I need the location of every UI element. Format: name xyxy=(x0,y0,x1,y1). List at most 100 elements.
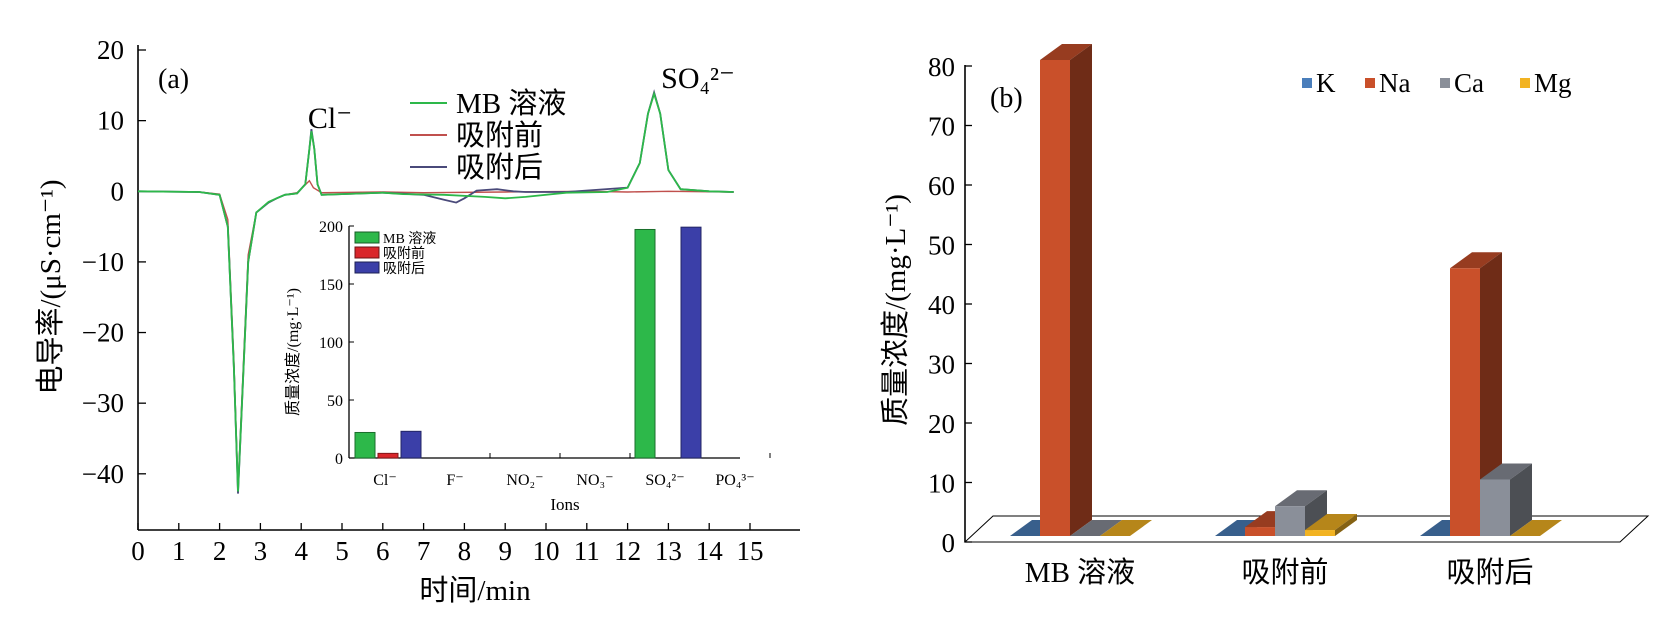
legend-label: Ca xyxy=(1454,68,1484,98)
panel-a-x-tick-label: 12 xyxy=(614,536,641,566)
bar-top-face xyxy=(1275,490,1327,507)
inset-x-ticks: Cl⁻ F⁻ NO₂⁻ NO₃⁻ SO₄²⁻ PO₄³⁻ xyxy=(373,453,771,489)
panel-a-y-tick-label: −10 xyxy=(82,247,124,277)
panel-a-x-tick-label: 11 xyxy=(574,536,600,566)
bar-top-face xyxy=(1450,252,1502,269)
bar-front-face xyxy=(1450,268,1480,536)
annotation-so4: SO₄²⁻ xyxy=(661,62,735,95)
bar-3d xyxy=(1070,520,1122,536)
bar-side-face xyxy=(1335,514,1357,536)
bar-top-face xyxy=(1480,463,1532,480)
legend-label: Mg xyxy=(1534,68,1572,98)
inset-x-tick-label: NO₂⁻ xyxy=(506,472,543,489)
bar-3d xyxy=(1305,514,1357,536)
panel-b-y-tick-label: 20 xyxy=(928,409,955,439)
panel-a-x-ticks: 0 1 2 3 4 5 6 7 8 9 10 11 12 13 14 15 xyxy=(131,523,764,566)
legend-label: 吸附前 xyxy=(456,119,543,152)
panel-a-x-tick-label: 10 xyxy=(533,536,560,566)
inset-legend-label: 吸附前 xyxy=(383,245,425,262)
bar-top-face xyxy=(1070,520,1122,536)
inset-bars xyxy=(354,226,702,459)
panel-b-label: (b) xyxy=(990,83,1023,114)
panel-b-category-label: 吸附后 xyxy=(1446,556,1533,589)
legend-label: MB 溶液 xyxy=(456,87,566,120)
bar-top-face xyxy=(1510,520,1562,536)
inset-legend-swatch xyxy=(354,231,380,244)
inset-y-tick-label: 150 xyxy=(319,277,343,294)
bar-top-face xyxy=(1305,514,1357,531)
panel-a-x-tick-label: 5 xyxy=(335,536,349,566)
bar-3d xyxy=(1275,490,1327,536)
legend-swatch xyxy=(1365,78,1375,88)
bar-3d xyxy=(1040,44,1092,536)
bar-3d xyxy=(1100,520,1152,536)
panel-a-y-tick-label: 10 xyxy=(97,106,124,136)
legend-swatch xyxy=(1520,78,1530,88)
panel-b-y-tick-label: 40 xyxy=(928,290,955,320)
panel-b-y-tick-label: 80 xyxy=(928,52,955,82)
inset-x-tick-label: F⁻ xyxy=(446,472,463,489)
panel-a-x-tick-label: 3 xyxy=(254,536,268,566)
bar-front-face xyxy=(1480,479,1510,536)
panel-b-y-tick-label: 60 xyxy=(928,171,955,201)
bar-3d xyxy=(1450,252,1502,536)
panel-a-x-tick-label: 8 xyxy=(458,536,472,566)
panel-a-x-label: 时间/min xyxy=(419,574,531,607)
panel-b-y-tick-label: 50 xyxy=(928,231,955,261)
panel-b-legend: K Na Ca Mg xyxy=(1302,68,1572,98)
bar-front-face xyxy=(1305,530,1335,536)
panel-a-x-tick-label: 0 xyxy=(131,536,145,566)
panel-a-y-label: 电导率/(μS·cm⁻¹) xyxy=(34,179,67,394)
panel-b-category-label: MB 溶液 xyxy=(1025,556,1135,589)
inset-x-label: Ions xyxy=(550,495,579,514)
panel-b-x-ticks: MB 溶液 吸附前 吸附后 xyxy=(1025,556,1534,589)
bar-top-face xyxy=(1100,520,1152,536)
panel-a-x-tick-label: 2 xyxy=(213,536,227,566)
inset-y-ticks: 0 50 100 150 200 xyxy=(319,219,354,468)
panel-b-y-tick-label: 0 xyxy=(942,528,956,558)
bar-front-face xyxy=(1040,60,1070,536)
bar-top-face xyxy=(1040,44,1092,60)
legend-swatch xyxy=(1440,78,1450,88)
panel-a-y-tick-label: −20 xyxy=(82,318,124,348)
panel-a-x-tick-label: 7 xyxy=(417,536,431,566)
panel-a-x-tick-label: 1 xyxy=(172,536,186,566)
bar-3d xyxy=(1480,463,1532,536)
bar-front-face xyxy=(1275,506,1305,536)
inset-background xyxy=(348,225,743,460)
series-line-0 xyxy=(138,90,734,492)
panel-a-y-tick-label: −40 xyxy=(82,459,124,489)
panel-a-inset-bar-chart: 0 50 100 150 200 Cl⁻ F⁻ NO₂⁻ NO₃⁻ SO₄²⁻ PO₄³⁻ MB … xyxy=(284,219,771,514)
panel-a-label: (a) xyxy=(158,64,189,95)
inset-y-tick-label: 0 xyxy=(335,451,343,468)
inset-bar xyxy=(634,228,656,459)
panel-a-x-tick-label: 14 xyxy=(696,536,724,566)
legend-label: K xyxy=(1316,68,1336,98)
panel-a-y-tick-label: 0 xyxy=(111,176,125,206)
bar-side-face xyxy=(1510,463,1532,536)
inset-bar xyxy=(354,431,376,459)
panel-a-x-tick-label: 15 xyxy=(737,536,764,566)
panel-b-category-label: 吸附前 xyxy=(1241,556,1328,589)
panel-a-x-tick-label: 9 xyxy=(498,536,512,566)
panel-a-series xyxy=(138,89,734,494)
panel-b-y-label: 质量浓度/(mg·L⁻¹) xyxy=(879,194,912,426)
inset-bar xyxy=(400,430,422,459)
inset-legend-label: MB 溶液 xyxy=(383,231,436,247)
inset-y-tick-label: 200 xyxy=(319,219,343,236)
panel-b-y-tick-label: 30 xyxy=(928,350,955,380)
panel-a-y-tick-label: 20 xyxy=(97,35,124,65)
panel-a-x-tick-label: 13 xyxy=(655,536,682,566)
inset-legend-swatch xyxy=(354,261,380,274)
bar-front-face xyxy=(1245,527,1275,536)
inset-x-tick-label: Cl⁻ xyxy=(373,472,397,489)
bar-side-face xyxy=(1305,490,1327,536)
panel-a-x-tick-label: 4 xyxy=(294,536,308,566)
panel-b-3d-bar-chart: 0 10 20 30 40 50 60 70 80 MB 溶液 吸附前 吸附后 K Na Ca Mg (b… xyxy=(879,44,1650,589)
annotation-cl: Cl⁻ xyxy=(308,102,352,135)
inset-x-tick-label: NO₃⁻ xyxy=(576,472,613,489)
bar-side-face xyxy=(1480,252,1502,536)
inset-y-tick-label: 50 xyxy=(327,393,343,410)
